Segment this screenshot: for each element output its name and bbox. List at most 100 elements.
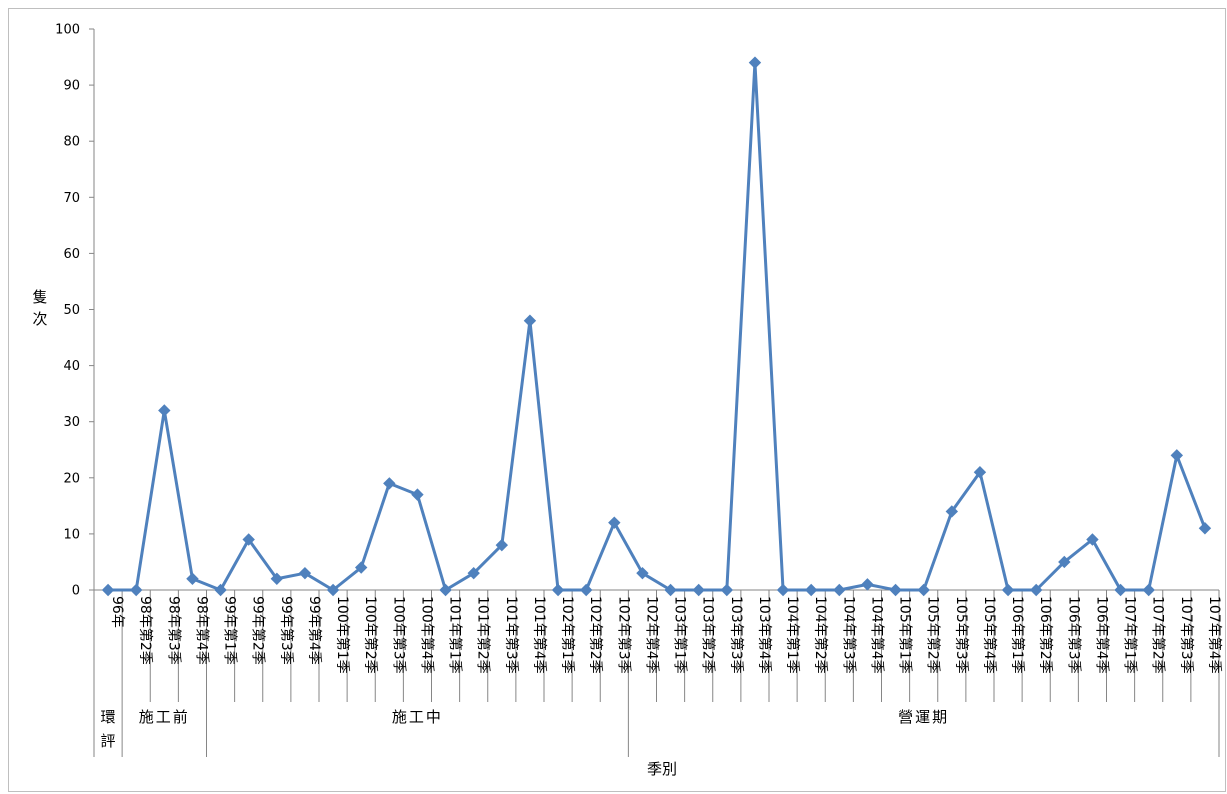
- y-tick-label: 100: [55, 23, 80, 38]
- y-tick-label: 70: [63, 191, 80, 206]
- x-tick-label: 102年第2季: [587, 596, 604, 674]
- data-point-marker: [439, 583, 452, 597]
- x-tick-label: 98年第3季: [165, 596, 182, 665]
- x-group-label: 施工中: [392, 708, 443, 726]
- x-tick-label: 103年第2季: [700, 596, 717, 674]
- data-point-marker: [186, 572, 199, 585]
- data-point-marker: [748, 56, 762, 69]
- x-tick-label: 105年第1季: [897, 596, 914, 674]
- data-point-marker: [861, 578, 874, 591]
- data-point-marker: [1001, 583, 1015, 597]
- x-tick-label: 101年第4季: [531, 596, 548, 674]
- x-tick-label: 103年第4季: [756, 596, 773, 674]
- x-tick-label: 107年第2季: [1150, 596, 1167, 674]
- x-tick-label: 106年第1季: [1009, 596, 1026, 674]
- x-group-label: 營運期: [898, 708, 949, 726]
- x-tick-label: 102年第1季: [559, 596, 576, 674]
- x-tick-label: 104年第4季: [868, 596, 885, 674]
- x-tick-label: 105年第3季: [953, 596, 970, 674]
- y-tick-label: 60: [63, 247, 80, 262]
- x-tick-label: 103年第1季: [672, 596, 689, 674]
- data-point-marker: [1029, 583, 1043, 597]
- x-tick-label: 99年第4季: [306, 596, 323, 665]
- y-tick-label: 30: [63, 415, 80, 430]
- x-tick-label: 102年第3季: [615, 596, 632, 674]
- data-point-marker: [214, 583, 227, 597]
- x-tick-label: 106年第3季: [1065, 596, 1082, 674]
- x-tick-label: 105年第2季: [925, 596, 942, 674]
- y-tick-label: 10: [63, 527, 80, 542]
- y-tick-label: 0: [72, 584, 80, 599]
- series-line: [108, 61, 1207, 592]
- data-point-marker: [354, 561, 368, 574]
- x-group-label: 施工前: [139, 708, 190, 726]
- data-point-marker: [270, 572, 284, 585]
- x-tick-label: 103年第3季: [728, 596, 745, 674]
- x-tick-label: 101年第3季: [503, 596, 520, 674]
- data-point-marker: [158, 404, 171, 417]
- data-point-marker: [1170, 449, 1184, 462]
- y-tick-label: 80: [63, 135, 80, 150]
- x-tick-label: 101年第1季: [447, 596, 464, 674]
- data-point-marker: [383, 477, 396, 490]
- data-point-marker: [1142, 583, 1155, 597]
- y-tick-label: 20: [63, 471, 80, 486]
- x-tick-label: 96年: [109, 596, 125, 628]
- x-tick-label: 100年第2季: [362, 596, 379, 674]
- x-tick-label: 105年第4季: [981, 596, 998, 674]
- x-tick-label: 100年第1季: [334, 596, 351, 674]
- data-point-marker: [1058, 555, 1071, 569]
- x-tick-label: 98年第4季: [193, 596, 210, 665]
- x-tick-label: 104年第1季: [784, 596, 801, 674]
- y-axis-title: 隻次: [32, 288, 47, 328]
- data-point-marker: [129, 583, 143, 597]
- data-point-marker: [889, 583, 902, 597]
- y-tick-label: 50: [63, 303, 80, 318]
- x-tick-label: 99年第2季: [250, 596, 267, 665]
- x-tick-label: 101年第2季: [475, 596, 492, 674]
- x-axis-ticks: 96年 98年第2季 98年第3季 98年第4季 99年第1季 99年第2季 99年第3季 9…: [93, 590, 1223, 702]
- y-tick-label: 90: [63, 79, 80, 94]
- data-point-marker: [1086, 533, 1099, 546]
- data-point-marker: [804, 583, 818, 597]
- x-tick-label: 107年第4季: [1206, 596, 1223, 674]
- data-point-marker: [636, 566, 649, 580]
- x-axis-groups: 環評 施工前 施工中 營運期: [93, 702, 1220, 757]
- data-point-marker: [664, 583, 677, 597]
- y-tick-label: 40: [63, 359, 80, 374]
- data-point-marker: [1198, 522, 1212, 535]
- data-point-marker: [467, 566, 480, 580]
- data-point-marker: [411, 488, 424, 501]
- data-point-marker: [101, 583, 115, 597]
- axes: [93, 29, 1219, 591]
- x-tick-label: 98年第2季: [137, 596, 154, 665]
- data-point-marker: [579, 583, 593, 597]
- data-point-marker: [608, 516, 621, 529]
- chart-frame: [8, 8, 1226, 792]
- data-point-marker: [692, 583, 705, 597]
- data-point-marker: [298, 566, 312, 580]
- data-point-marker: [833, 583, 846, 597]
- x-tick-label: 100年第4季: [418, 596, 435, 674]
- x-tick-label: 106年第4季: [1093, 596, 1110, 674]
- y-axis-ticks: 0 10 20 30 40 50 60 70 80 90 100: [55, 23, 94, 599]
- data-point-marker: [523, 314, 537, 327]
- data-point-marker: [242, 533, 255, 546]
- x-tick-label: 106年第2季: [1037, 596, 1054, 674]
- x-tick-label: 99年第1季: [222, 596, 239, 665]
- data-point-marker: [326, 583, 340, 597]
- data-point-marker: [973, 465, 987, 479]
- x-tick-label: 102年第4季: [643, 596, 660, 674]
- data-point-marker: [1114, 583, 1127, 597]
- x-tick-label: 100年第3季: [390, 596, 407, 674]
- series: [101, 56, 1212, 597]
- x-tick-label: 99年第3季: [278, 596, 295, 665]
- x-tick-label: 104年第2季: [812, 596, 829, 674]
- data-point-marker: [495, 538, 509, 552]
- x-tick-label: 107年第3季: [1178, 596, 1195, 674]
- data-point-marker: [945, 505, 959, 518]
- x-tick-label: 107年第1季: [1122, 596, 1139, 674]
- x-axis-title: 季別: [647, 760, 677, 778]
- data-point-marker: [917, 583, 930, 597]
